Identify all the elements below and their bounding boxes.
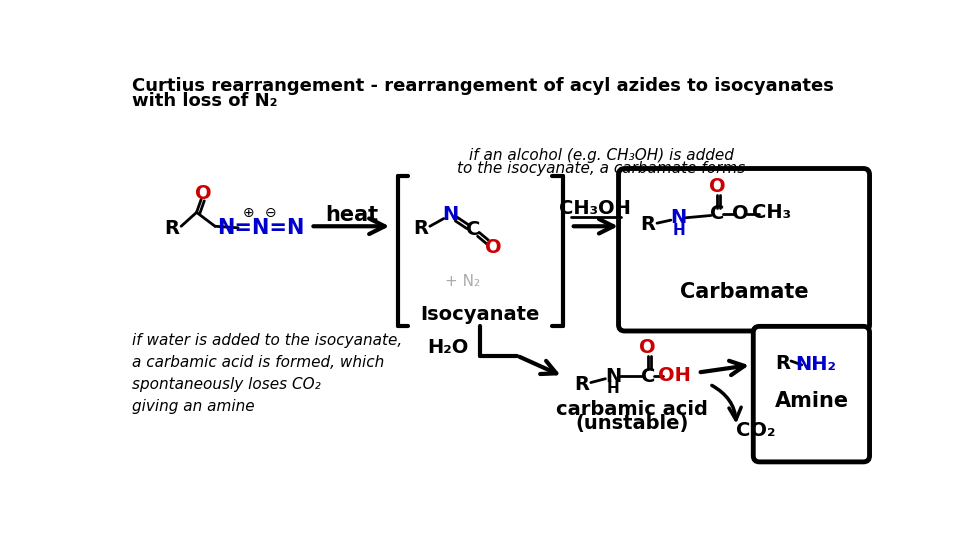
FancyBboxPatch shape [753, 327, 870, 462]
Text: if water is added to the isocyanate,
a carbamic acid is formed, which
spontaneou: if water is added to the isocyanate, a c… [131, 332, 402, 414]
Text: R: R [574, 374, 589, 394]
Text: H₂O: H₂O [427, 338, 468, 357]
Text: NH₂: NH₂ [795, 356, 836, 374]
Text: O: O [709, 176, 726, 196]
Text: Curtius rearrangement - rearrangement of acyl azides to isocyanates: Curtius rearrangement - rearrangement of… [131, 77, 834, 95]
Text: if an alcohol (e.g. CH₃OH) is added: if an alcohol (e.g. CH₃OH) is added [469, 148, 734, 162]
Text: CH₃OH: CH₃OH [559, 199, 631, 218]
Text: O: O [731, 204, 748, 223]
Text: C: C [466, 220, 480, 239]
Text: H: H [607, 381, 619, 396]
Text: C: C [710, 204, 725, 223]
Text: ⊕: ⊕ [243, 206, 254, 220]
Text: ⊖: ⊖ [265, 206, 277, 220]
Text: heat: heat [324, 206, 378, 225]
Text: O: O [640, 338, 656, 357]
Text: N=N=N: N=N=N [217, 218, 305, 238]
Text: C: C [641, 367, 655, 386]
Text: Isocyanate: Isocyanate [420, 305, 540, 324]
Text: H: H [672, 223, 685, 238]
Text: carbamic acid: carbamic acid [556, 400, 708, 419]
Text: Carbamate: Carbamate [680, 282, 808, 302]
FancyArrowPatch shape [712, 385, 741, 420]
Text: N: N [670, 208, 687, 227]
Text: CO₂: CO₂ [735, 421, 775, 440]
Text: R: R [413, 219, 429, 238]
Text: N: N [442, 205, 458, 224]
Text: R: R [775, 354, 790, 373]
Text: CH₃: CH₃ [752, 203, 791, 222]
Text: N: N [605, 367, 621, 386]
Text: R: R [640, 215, 656, 234]
Text: O: O [485, 238, 502, 257]
Text: OH: OH [657, 366, 691, 385]
FancyBboxPatch shape [618, 168, 870, 331]
Text: R: R [165, 219, 179, 238]
Text: + N₂: + N₂ [445, 274, 480, 289]
Text: to the isocyanate, a carbamate forms: to the isocyanate, a carbamate forms [458, 161, 746, 176]
Text: Amine: Amine [774, 391, 849, 411]
Text: O: O [195, 185, 211, 203]
Text: (unstable): (unstable) [576, 414, 689, 433]
Text: with loss of N₂: with loss of N₂ [131, 93, 278, 110]
